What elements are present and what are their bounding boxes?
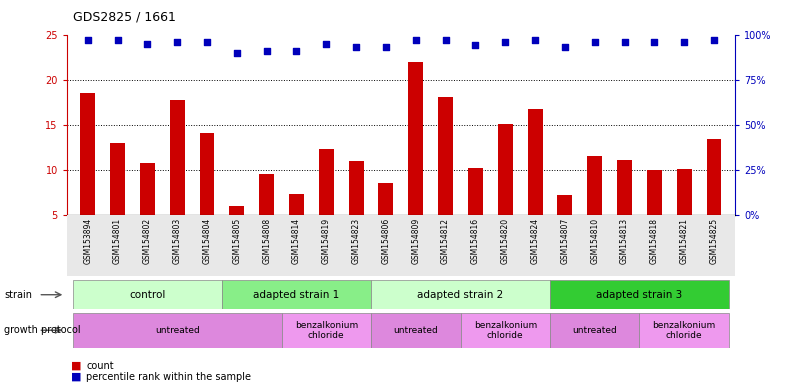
Text: adapted strain 3: adapted strain 3 — [597, 290, 682, 300]
Bar — [557, 195, 572, 215]
Point — [469, 42, 482, 48]
Text: GSM154825: GSM154825 — [710, 218, 718, 264]
Bar — [550, 280, 729, 309]
Text: untreated: untreated — [572, 326, 617, 335]
Text: growth protocol: growth protocol — [4, 325, 80, 335]
Text: GSM154816: GSM154816 — [471, 218, 480, 264]
Text: GSM154821: GSM154821 — [680, 218, 689, 264]
Bar — [677, 169, 692, 215]
Text: GSM154805: GSM154805 — [233, 218, 241, 264]
Point — [410, 37, 422, 43]
Point — [200, 39, 213, 45]
Point — [350, 44, 362, 50]
Bar — [73, 313, 281, 348]
Text: untreated: untreated — [155, 326, 200, 335]
Bar — [371, 280, 550, 309]
Text: GSM154806: GSM154806 — [381, 218, 391, 264]
Text: benzalkonium
chloride: benzalkonium chloride — [295, 321, 358, 340]
Bar — [170, 101, 185, 215]
Text: strain: strain — [4, 290, 32, 300]
Text: adapted strain 2: adapted strain 2 — [417, 290, 504, 300]
Text: GSM154804: GSM154804 — [203, 218, 211, 264]
Bar — [222, 280, 371, 309]
Bar — [379, 184, 394, 215]
Point — [707, 37, 720, 43]
Bar — [647, 170, 662, 215]
Point — [290, 48, 303, 54]
Text: benzalkonium
chloride: benzalkonium chloride — [652, 321, 716, 340]
Bar — [468, 168, 483, 215]
Text: GSM154819: GSM154819 — [321, 218, 331, 264]
Bar — [259, 174, 274, 215]
Text: untreated: untreated — [394, 326, 438, 335]
Bar — [408, 62, 423, 215]
Point — [380, 44, 392, 50]
Text: GSM154818: GSM154818 — [650, 218, 659, 264]
Text: control: control — [129, 290, 166, 300]
Text: GSM154810: GSM154810 — [590, 218, 599, 264]
Bar — [140, 163, 155, 215]
Text: benzalkonium
chloride: benzalkonium chloride — [474, 321, 537, 340]
Text: GSM154824: GSM154824 — [531, 218, 539, 264]
Bar — [617, 160, 632, 215]
Point — [82, 37, 94, 43]
Bar — [73, 280, 222, 309]
Point — [648, 39, 661, 45]
Bar — [230, 206, 244, 215]
Text: GSM154813: GSM154813 — [620, 218, 629, 264]
Point — [141, 41, 153, 47]
Bar — [707, 139, 722, 215]
Bar — [80, 93, 95, 215]
Bar — [527, 109, 542, 215]
Point — [320, 41, 332, 47]
Text: GSM154820: GSM154820 — [501, 218, 510, 264]
Bar — [319, 149, 334, 215]
Point — [589, 39, 601, 45]
Point — [529, 37, 542, 43]
Bar — [587, 156, 602, 215]
Bar — [640, 313, 729, 348]
Bar — [110, 143, 125, 215]
Bar — [349, 161, 364, 215]
Bar — [289, 194, 304, 215]
Point — [499, 39, 512, 45]
Point — [230, 50, 243, 56]
Point — [112, 37, 124, 43]
Bar — [461, 313, 550, 348]
Bar — [438, 97, 453, 215]
Point — [171, 39, 183, 45]
Text: count: count — [86, 361, 114, 371]
Bar — [550, 313, 640, 348]
Bar — [200, 133, 215, 215]
Text: percentile rank within the sample: percentile rank within the sample — [86, 372, 252, 382]
Point — [439, 37, 452, 43]
Bar — [281, 313, 371, 348]
Bar — [498, 124, 512, 215]
Text: GSM153894: GSM153894 — [83, 218, 92, 264]
Point — [559, 44, 571, 50]
Text: GSM154823: GSM154823 — [351, 218, 361, 264]
Text: GSM154809: GSM154809 — [411, 218, 421, 264]
Text: GSM154814: GSM154814 — [292, 218, 301, 264]
Point — [260, 48, 273, 54]
Text: GDS2825 / 1661: GDS2825 / 1661 — [73, 11, 175, 24]
Text: adapted strain 1: adapted strain 1 — [253, 290, 340, 300]
Point — [678, 39, 690, 45]
Text: ■: ■ — [71, 361, 81, 371]
Bar — [67, 215, 735, 276]
Point — [619, 39, 631, 45]
Text: GSM154812: GSM154812 — [441, 218, 450, 264]
Text: GSM154807: GSM154807 — [560, 218, 569, 264]
Text: GSM154803: GSM154803 — [173, 218, 182, 264]
Bar — [371, 313, 461, 348]
Text: GSM154801: GSM154801 — [113, 218, 122, 264]
Text: GSM154808: GSM154808 — [263, 218, 271, 264]
Text: ■: ■ — [71, 372, 81, 382]
Text: GSM154802: GSM154802 — [143, 218, 152, 264]
